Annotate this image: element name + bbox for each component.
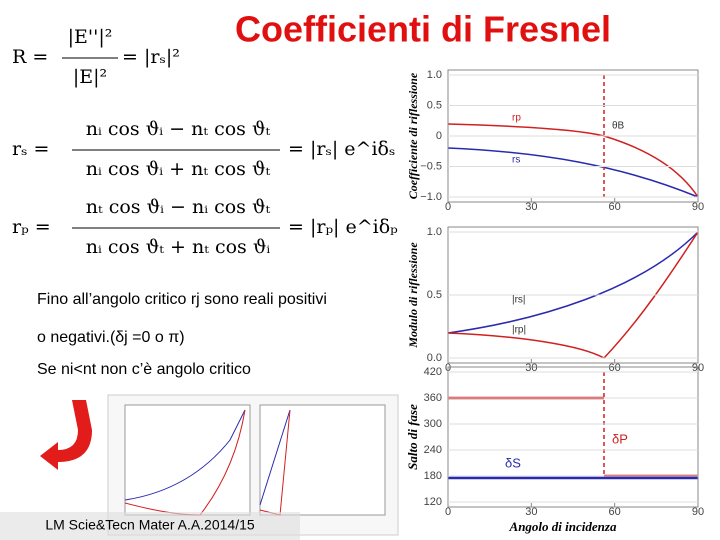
formula-rhs: = |rₛ| e^iδₛ — [288, 138, 395, 160]
x-tick-label: 60 — [609, 362, 621, 374]
y-tick-label: 180 — [424, 470, 442, 482]
body-line: Se ni<nt non c’è angolo critico — [37, 361, 251, 378]
y-axis-label: Coefficiente di riflessione — [406, 72, 420, 199]
title: Coefficienti di Fresnel — [235, 9, 611, 50]
y-tick-label: 0.0 — [427, 352, 442, 364]
y-tick-label: 360 — [424, 392, 442, 404]
x-tick-label: 0 — [445, 506, 451, 518]
formula-lhs: rₛ = — [12, 138, 49, 160]
y-tick-label: 0 — [436, 130, 442, 142]
body-line: Fino all’angolo critico rj sono reali po… — [37, 291, 327, 308]
formula-den: nᵢ cos ϑₜ + nₜ cos ϑᵢ — [86, 236, 271, 258]
y-tick-label: 120 — [424, 496, 442, 508]
y-tick-label: −1.0 — [420, 191, 442, 203]
curve-label: |rp| — [512, 325, 526, 336]
x-tick-label: 30 — [525, 362, 537, 374]
y-tick-label: 420 — [424, 366, 442, 378]
formula-lhs: rₚ = — [12, 216, 51, 238]
x-tick-label: 30 — [525, 506, 537, 518]
phase-p — [448, 396, 698, 478]
y-axis-label: Modulo di riflessione — [406, 242, 420, 349]
footer: LM Scie&Tecn Mater A.A.2014/15 — [45, 517, 255, 533]
body-line: o negativi.(δj =0 o π) — [37, 329, 185, 346]
y-tick-label: 240 — [424, 444, 442, 456]
curve-label: δS — [505, 455, 521, 470]
curve-abs-rs — [447, 231, 699, 334]
curve-label: δP — [612, 431, 628, 446]
x-tick-label: 60 — [609, 506, 621, 518]
y-tick-label: 1.0 — [427, 69, 442, 81]
x-tick-label: 90 — [692, 506, 704, 518]
plot-frame — [447, 366, 699, 508]
curve-rs — [447, 147, 699, 198]
curve-label: rs — [512, 155, 520, 166]
formula-den: |E|² — [73, 66, 107, 88]
y-tick-label: 0.5 — [427, 99, 442, 111]
y-tick-label: 0.5 — [427, 289, 442, 301]
footer-bg — [0, 512, 300, 540]
curve-label: θB — [612, 121, 625, 132]
formula-rhs: = |rₛ|² — [122, 46, 180, 68]
x-tick-label: 90 — [692, 201, 704, 213]
curve-label: rp — [512, 113, 521, 124]
formula-num: nₜ cos ϑᵢ − nᵢ cos ϑₜ — [86, 196, 271, 218]
curve-label: |rs| — [512, 295, 526, 306]
x-tick-label: 60 — [609, 201, 621, 213]
x-axis-label: Angolo di incidenza — [509, 519, 617, 534]
y-tick-label: 1.0 — [427, 226, 442, 238]
y-tick-label: −0.5 — [420, 160, 442, 172]
formula-lhs: R = — [12, 46, 48, 68]
y-axis-label: Salto di fase — [405, 404, 420, 470]
formula-num: |E''|² — [68, 26, 113, 48]
x-tick-label: 0 — [445, 201, 451, 213]
formula-den: nᵢ cos ϑᵢ + nₜ cos ϑₜ — [86, 158, 271, 180]
arrow-icon — [40, 400, 92, 470]
inset-figure — [107, 394, 399, 536]
formula-num: nᵢ cos ϑᵢ − nₜ cos ϑₜ — [86, 118, 271, 140]
formula-rhs: = |rₚ| e^iδₚ — [288, 216, 398, 238]
y-tick-label: 300 — [424, 418, 442, 430]
x-tick-label: 30 — [525, 201, 537, 213]
